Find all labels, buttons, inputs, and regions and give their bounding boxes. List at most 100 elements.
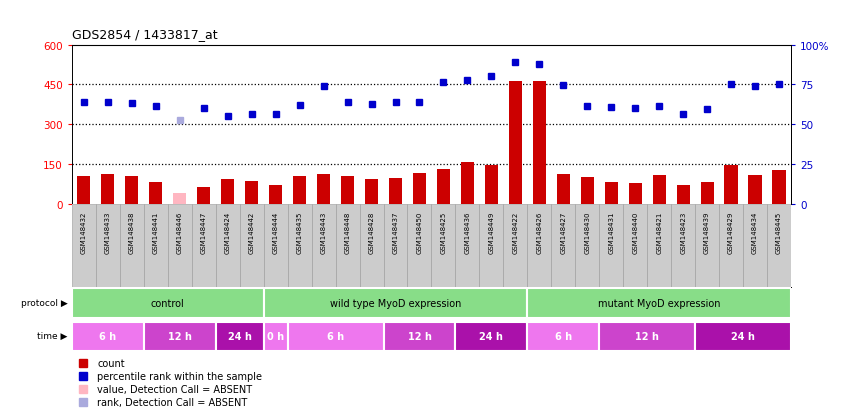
Text: GSM148446: GSM148446 bbox=[177, 211, 183, 253]
Text: 0 h: 0 h bbox=[267, 331, 284, 341]
Bar bbox=[743, 204, 767, 287]
Bar bbox=[408, 204, 431, 287]
Bar bbox=[77, 177, 91, 204]
Text: control: control bbox=[151, 298, 184, 308]
Text: GSM148423: GSM148423 bbox=[680, 211, 686, 253]
Text: 6 h: 6 h bbox=[99, 331, 117, 341]
Text: GSM148438: GSM148438 bbox=[129, 211, 135, 254]
Text: GSM148431: GSM148431 bbox=[608, 211, 614, 254]
Text: 24 h: 24 h bbox=[228, 331, 251, 341]
Text: GSM148426: GSM148426 bbox=[536, 211, 542, 253]
Text: GSM148428: GSM148428 bbox=[369, 211, 375, 253]
Bar bbox=[293, 177, 306, 204]
Bar bbox=[557, 175, 570, 204]
Text: wild type MyoD expression: wild type MyoD expression bbox=[330, 298, 461, 308]
Text: GSM148430: GSM148430 bbox=[585, 211, 591, 254]
Text: 12 h: 12 h bbox=[635, 331, 659, 341]
Bar bbox=[480, 204, 503, 287]
Bar bbox=[527, 289, 791, 318]
Text: GSM148437: GSM148437 bbox=[393, 211, 398, 254]
Bar bbox=[767, 204, 791, 287]
Bar bbox=[216, 204, 239, 287]
Text: mutant MyoD expression: mutant MyoD expression bbox=[598, 298, 721, 308]
Bar bbox=[264, 289, 527, 318]
Bar bbox=[341, 177, 354, 204]
Bar bbox=[197, 188, 211, 204]
Bar bbox=[605, 183, 618, 204]
Bar bbox=[125, 177, 139, 204]
Bar bbox=[552, 204, 575, 287]
Bar bbox=[695, 322, 791, 351]
Text: GSM148444: GSM148444 bbox=[272, 211, 278, 253]
Text: value, Detection Call = ABSENT: value, Detection Call = ABSENT bbox=[97, 384, 252, 394]
Bar bbox=[724, 165, 738, 204]
Bar bbox=[503, 204, 527, 287]
Text: GSM148448: GSM148448 bbox=[344, 211, 350, 253]
Bar bbox=[173, 194, 186, 204]
Text: time ▶: time ▶ bbox=[37, 332, 68, 340]
Text: GSM148445: GSM148445 bbox=[776, 211, 782, 253]
Bar bbox=[772, 171, 786, 204]
Bar bbox=[455, 322, 527, 351]
Bar bbox=[336, 204, 360, 287]
Bar bbox=[695, 204, 719, 287]
Bar bbox=[527, 322, 599, 351]
Text: percentile rank within the sample: percentile rank within the sample bbox=[97, 371, 262, 381]
Bar bbox=[671, 204, 695, 287]
Text: 12 h: 12 h bbox=[408, 331, 431, 341]
Text: 6 h: 6 h bbox=[327, 331, 344, 341]
Bar bbox=[580, 178, 594, 204]
Bar bbox=[508, 82, 522, 204]
Bar bbox=[647, 204, 671, 287]
Bar bbox=[749, 176, 761, 204]
Bar bbox=[485, 165, 498, 204]
Bar bbox=[264, 322, 288, 351]
Text: GSM148447: GSM148447 bbox=[201, 211, 206, 253]
Bar bbox=[365, 180, 378, 204]
Bar bbox=[168, 204, 192, 287]
Bar bbox=[288, 204, 311, 287]
Bar bbox=[144, 204, 168, 287]
Bar bbox=[437, 169, 450, 204]
Bar bbox=[288, 322, 383, 351]
Bar bbox=[629, 184, 642, 204]
Bar bbox=[245, 182, 258, 204]
Bar bbox=[149, 183, 162, 204]
Text: 6 h: 6 h bbox=[555, 331, 572, 341]
Text: GSM148439: GSM148439 bbox=[704, 211, 710, 254]
Text: GSM148435: GSM148435 bbox=[297, 211, 303, 253]
Bar bbox=[389, 178, 402, 204]
Bar bbox=[221, 179, 234, 204]
Text: GSM148424: GSM148424 bbox=[225, 211, 231, 253]
Text: GSM148450: GSM148450 bbox=[416, 211, 422, 253]
Bar bbox=[624, 204, 647, 287]
Text: 24 h: 24 h bbox=[731, 331, 755, 341]
Text: count: count bbox=[97, 358, 124, 368]
Bar bbox=[120, 204, 144, 287]
Bar bbox=[72, 322, 144, 351]
Bar bbox=[599, 322, 695, 351]
Text: GSM148436: GSM148436 bbox=[464, 211, 470, 254]
Text: GSM148422: GSM148422 bbox=[513, 211, 519, 253]
Bar bbox=[72, 289, 264, 318]
Bar bbox=[317, 175, 330, 204]
Bar bbox=[431, 204, 455, 287]
Bar bbox=[719, 204, 743, 287]
Text: GSM148449: GSM148449 bbox=[488, 211, 494, 253]
Text: GSM148427: GSM148427 bbox=[560, 211, 566, 253]
Bar bbox=[700, 183, 714, 204]
Text: GSM148429: GSM148429 bbox=[728, 211, 734, 253]
Bar bbox=[383, 204, 408, 287]
Text: rank, Detection Call = ABSENT: rank, Detection Call = ABSENT bbox=[97, 397, 247, 407]
Text: 24 h: 24 h bbox=[480, 331, 503, 341]
Bar bbox=[96, 204, 120, 287]
Text: GSM148432: GSM148432 bbox=[81, 211, 87, 253]
Bar bbox=[311, 204, 336, 287]
Bar bbox=[72, 204, 96, 287]
Text: GSM148425: GSM148425 bbox=[441, 211, 447, 253]
Text: GSM148441: GSM148441 bbox=[153, 211, 159, 253]
Bar bbox=[599, 204, 624, 287]
Bar bbox=[455, 204, 480, 287]
Bar bbox=[192, 204, 216, 287]
Bar bbox=[461, 163, 474, 204]
